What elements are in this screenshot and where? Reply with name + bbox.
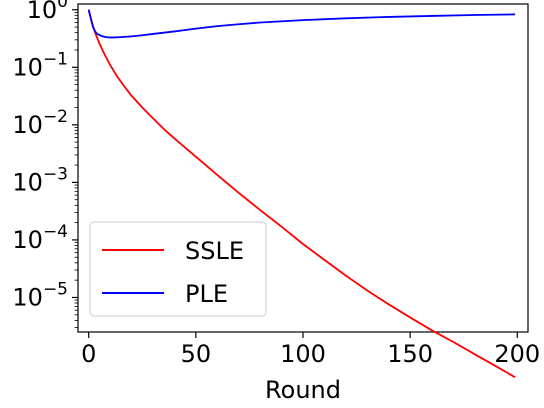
y-tick-label: 10−5 — [12, 279, 68, 311]
series-line-ssle — [87, 9, 516, 379]
legend: SSLE PLE — [89, 221, 267, 317]
x-tick-label: 100 — [280, 340, 326, 368]
y-tick-base: 10 — [27, 0, 58, 24]
y-tick-exponent: 0 — [57, 0, 68, 12]
y-tick-label: 100 — [27, 0, 68, 24]
legend-label-ssle: SSLE — [185, 237, 244, 265]
series-lines — [87, 9, 516, 379]
series-line-ple — [87, 9, 516, 39]
x-tick-label: 200 — [494, 340, 540, 368]
y-tick-label: 10−1 — [12, 49, 68, 81]
x-tick-label: 50 — [181, 340, 212, 368]
x-axis: 0 50 100 150 200 — [81, 332, 540, 368]
x-axis-label: Round — [265, 376, 341, 404]
x-tick-label: 150 — [387, 340, 433, 368]
y-tick-base: 10 — [12, 111, 43, 139]
y-tick-base: 10 — [12, 226, 43, 254]
y-tick-label: 10−4 — [12, 222, 68, 254]
y-tick-exponent: −3 — [43, 164, 68, 184]
y-tick-label: 10−3 — [12, 164, 68, 196]
x-tick-label: 0 — [81, 340, 96, 368]
y-tick-exponent: −4 — [43, 222, 68, 242]
legend-label-ple: PLE — [185, 280, 228, 308]
y-tick-label: 10−2 — [12, 107, 68, 139]
y-tick-base: 10 — [12, 283, 43, 311]
y-tick-base: 10 — [12, 168, 43, 196]
y-tick-exponent: −1 — [43, 49, 68, 69]
y-tick-base: 10 — [12, 53, 43, 81]
y-tick-exponent: −5 — [43, 279, 68, 299]
y-tick-exponent: −2 — [43, 107, 68, 127]
